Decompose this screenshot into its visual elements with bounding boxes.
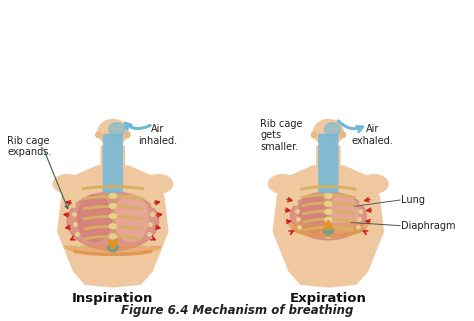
- Ellipse shape: [108, 244, 118, 252]
- FancyBboxPatch shape: [100, 145, 125, 169]
- Polygon shape: [273, 165, 384, 288]
- Ellipse shape: [323, 227, 333, 234]
- Ellipse shape: [114, 195, 148, 242]
- Ellipse shape: [109, 214, 117, 219]
- Polygon shape: [65, 247, 161, 254]
- Ellipse shape: [329, 194, 358, 233]
- Ellipse shape: [325, 194, 332, 198]
- Text: Inspiration: Inspiration: [72, 292, 154, 305]
- Ellipse shape: [269, 175, 297, 193]
- Ellipse shape: [109, 234, 117, 239]
- Ellipse shape: [325, 225, 332, 230]
- Ellipse shape: [67, 192, 159, 250]
- Ellipse shape: [325, 233, 332, 238]
- Polygon shape: [57, 165, 169, 288]
- Text: Air
inhaled.: Air inhaled.: [138, 124, 177, 146]
- Ellipse shape: [77, 195, 112, 242]
- Ellipse shape: [124, 132, 130, 138]
- Ellipse shape: [109, 204, 117, 208]
- Text: Rib cage
expands.: Rib cage expands.: [8, 136, 52, 157]
- FancyBboxPatch shape: [103, 134, 123, 193]
- Text: Air
exhaled.: Air exhaled.: [352, 124, 394, 146]
- Ellipse shape: [325, 210, 332, 214]
- Ellipse shape: [340, 132, 346, 138]
- Ellipse shape: [325, 217, 332, 222]
- FancyBboxPatch shape: [318, 134, 338, 193]
- FancyBboxPatch shape: [316, 145, 341, 169]
- Ellipse shape: [96, 132, 101, 138]
- Ellipse shape: [291, 192, 366, 240]
- Ellipse shape: [109, 194, 117, 198]
- Ellipse shape: [299, 194, 328, 233]
- Ellipse shape: [109, 244, 117, 249]
- Text: Lung: Lung: [401, 195, 425, 205]
- Text: Diaphragm: Diaphragm: [401, 221, 456, 230]
- Ellipse shape: [311, 132, 317, 138]
- Text: Figure 6.4 Mechanism of breathing: Figure 6.4 Mechanism of breathing: [121, 304, 353, 317]
- Ellipse shape: [313, 119, 343, 145]
- Ellipse shape: [324, 123, 340, 136]
- Ellipse shape: [109, 123, 125, 136]
- Ellipse shape: [325, 202, 332, 206]
- Ellipse shape: [360, 175, 388, 193]
- Text: Expiration: Expiration: [290, 292, 367, 305]
- Ellipse shape: [145, 175, 173, 193]
- Polygon shape: [289, 224, 368, 236]
- Text: Rib cage
gets
smaller.: Rib cage gets smaller.: [260, 119, 303, 152]
- Ellipse shape: [53, 175, 81, 193]
- Ellipse shape: [109, 224, 117, 229]
- Ellipse shape: [98, 119, 128, 145]
